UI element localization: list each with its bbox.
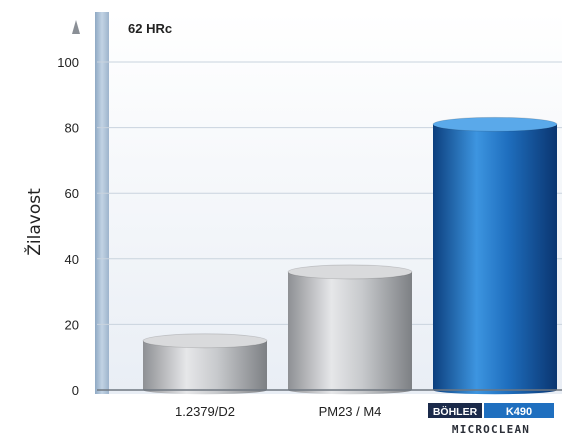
y-tick-label: 80: [65, 121, 79, 136]
x-tick-label: 1.2379/D2: [175, 404, 235, 419]
svg-text:K490: K490: [506, 406, 532, 418]
svg-text:BÖHLER: BÖHLER: [433, 405, 478, 418]
svg-text:MICROCLEAN: MICROCLEAN: [452, 423, 530, 436]
y-tick-label: 0: [72, 383, 79, 398]
y-tick-label: 40: [65, 252, 79, 267]
axis-band: [95, 12, 109, 394]
hardness-annotation: 62 HRc: [128, 21, 172, 36]
x-tick-label: PM23 / M4: [319, 404, 382, 419]
y-tick-labels: 0 20 40 60 80 100: [57, 55, 79, 398]
y-tick-label: 20: [65, 317, 79, 332]
y-tick-label: 60: [65, 186, 79, 201]
bar: [287, 264, 413, 395]
axis-arrow-icon: [72, 20, 80, 34]
y-tick-label: 100: [57, 55, 79, 70]
bohler-k490-logo: BÖHLER K490 MICROCLEAN: [428, 403, 554, 436]
bar: [432, 116, 558, 395]
bar: [142, 333, 268, 395]
x-tick-labels: 1.2379/D2 PM23 / M4: [175, 404, 381, 419]
y-axis-label: Žilavost: [23, 188, 45, 256]
